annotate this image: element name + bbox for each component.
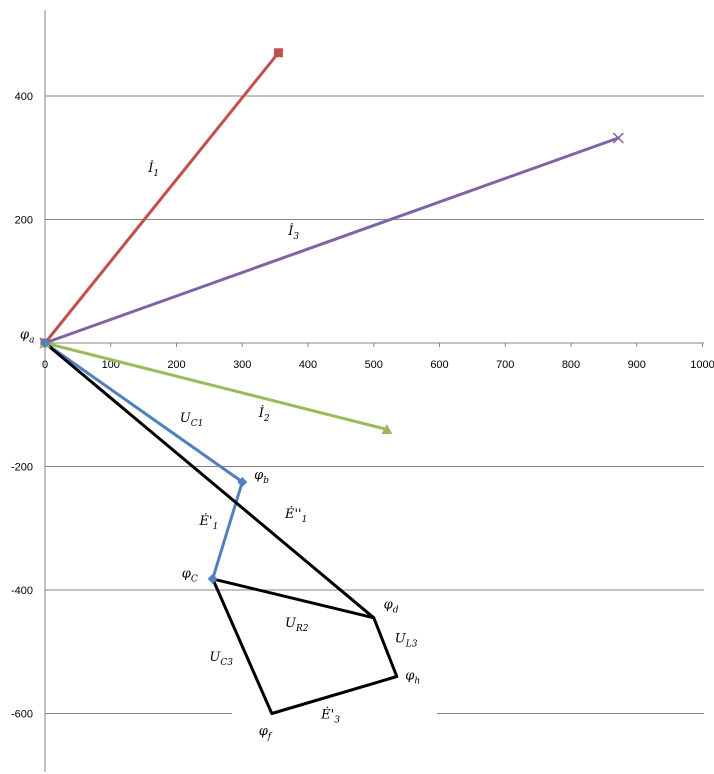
x-tick-label-7: 700 (496, 359, 514, 371)
label-phi-b: φb (254, 468, 269, 486)
series-1-point-1 (612, 132, 624, 144)
series-2-line (43, 341, 389, 431)
series-lines (43, 51, 620, 715)
label-i2: İ2 (258, 404, 270, 424)
series-0-point-1 (273, 48, 283, 58)
y-tick-label-1: 200 (15, 215, 33, 227)
series-0-line (43, 51, 280, 345)
series-2-point-1 (381, 423, 393, 434)
annotations: φa İ1 İ3 İ2 UC1 φb Ė'1 Ė''1 φC φd UR2 UL3 UC3 φh Ė'3 φf (20, 159, 420, 742)
y-tick-label-2: -200 (11, 462, 33, 474)
series-3-line (43, 341, 244, 581)
x-tick-label-8: 800 (562, 359, 580, 371)
x-tick-label-2: 200 (167, 359, 185, 371)
y-tick-label-4: -600 (11, 709, 33, 721)
label-phi-d: φd (384, 598, 399, 616)
x-tick-label-6: 600 (430, 359, 448, 371)
label-phi-h: φh (405, 669, 420, 687)
series-3-point-0 (40, 338, 50, 348)
label-phi-a: φa (20, 328, 34, 346)
gridline-gap (232, 712, 437, 720)
label-e3p: Ė'3 (320, 705, 340, 725)
x-tick-label-5: 500 (365, 359, 383, 371)
label-uc1: UC1 (180, 411, 204, 429)
series-3-point-1 (237, 476, 248, 487)
x-tick-label-3: 300 (233, 359, 251, 371)
x-tick-label-10: 1000 (690, 359, 714, 371)
label-uc3: UC3 (209, 650, 233, 668)
x-tick-label-9: 900 (628, 359, 646, 371)
series-1-line (43, 136, 620, 345)
x-tick-label-4: 400 (299, 359, 317, 371)
label-i1: İ1 (147, 159, 159, 179)
label-phi-c: φC (182, 567, 198, 585)
label-ul3: UL3 (395, 631, 418, 649)
label-ur2: UR2 (285, 616, 309, 634)
series-4-line (43, 341, 399, 715)
label-phi-f: φf (259, 724, 273, 742)
x-tick-label-0: 0 (42, 359, 48, 371)
gridlines (45, 95, 704, 720)
label-e1p: Ė'1 (199, 512, 219, 532)
label-e1pp: Ė''1 (284, 505, 307, 525)
y-tick-label-3: -400 (11, 585, 33, 597)
label-i3: İ3 (287, 222, 299, 242)
series-markers (39, 48, 624, 584)
y-tick-label-0: 400 (15, 91, 33, 103)
series-3-point-2 (207, 573, 218, 584)
axes (44, 10, 704, 772)
